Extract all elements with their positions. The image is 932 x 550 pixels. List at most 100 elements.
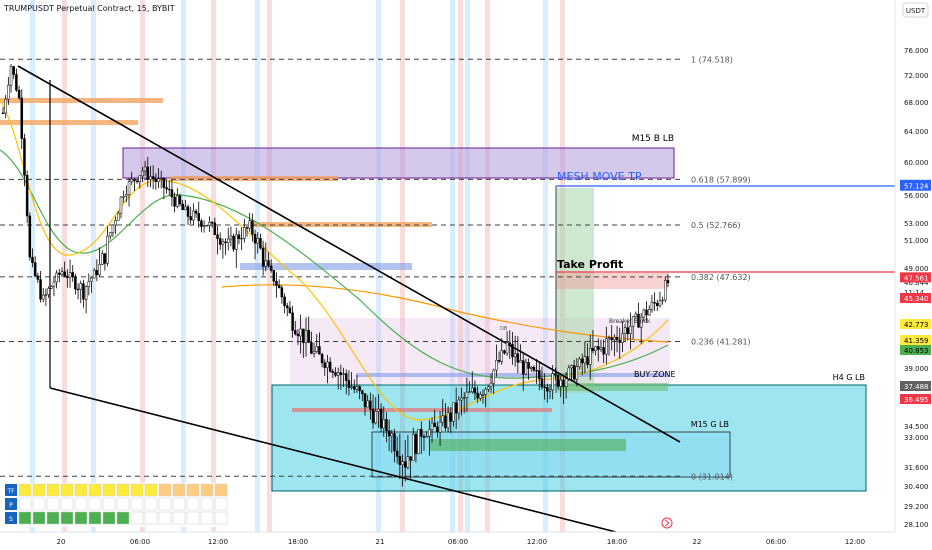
price-tag <box>900 345 931 355</box>
candle-body <box>186 206 190 217</box>
candle-body <box>176 195 179 207</box>
candle-body <box>7 84 10 100</box>
ema-fast-line <box>0 99 669 421</box>
panel-cell <box>200 497 214 511</box>
bullish-ob-zone <box>430 439 626 451</box>
candle-body <box>20 97 24 139</box>
candle-body <box>521 360 525 375</box>
descending-trendline-lower[interactable] <box>49 387 617 533</box>
panel-cell <box>60 483 74 497</box>
supply-line-3 <box>170 176 338 181</box>
candle-body <box>556 374 560 387</box>
panel-cell <box>130 483 144 497</box>
price-tick-label: 72.000 <box>904 72 929 80</box>
buy-zone-label: BUY ZONE <box>634 370 676 379</box>
fib-label: 0.236 (41.281) <box>691 338 751 347</box>
candle-body <box>240 238 243 240</box>
panel-cell <box>18 497 32 511</box>
candle-body <box>36 275 40 280</box>
take-profit-label: Take Profit <box>557 258 623 271</box>
candle-body <box>462 397 466 399</box>
price-tag <box>900 293 931 303</box>
candle-body <box>374 411 377 424</box>
panel-cell <box>158 511 172 525</box>
candle-body <box>235 234 238 250</box>
fib-label: 0.618 (57.899) <box>691 175 751 184</box>
descending-trendline-upper[interactable] <box>17 65 681 443</box>
candle-body <box>527 362 530 369</box>
candle-body <box>162 177 166 188</box>
candle-body <box>178 195 182 205</box>
time-axis[interactable] <box>0 532 895 550</box>
panel-cell <box>144 483 158 497</box>
price-tag-label: 41.359 <box>904 337 929 345</box>
panel-cell <box>158 497 172 511</box>
price-tick-label: 68.000 <box>904 99 929 107</box>
candle-body <box>495 360 498 371</box>
candle-body <box>468 391 471 393</box>
candle-body <box>224 241 227 244</box>
candle-body <box>288 307 292 314</box>
candle-body <box>605 338 608 355</box>
supply-line-2 <box>0 120 138 125</box>
panel-cell <box>200 511 214 525</box>
indicator-panel: TF PS <box>4 483 228 527</box>
ob-small-label: OB <box>500 326 508 332</box>
candle-body <box>331 371 335 373</box>
m15-g-lb-zone[interactable] <box>371 431 731 478</box>
candle-body <box>430 422 434 431</box>
time-tick-label: 12:00 <box>845 538 865 546</box>
candle-body <box>492 369 495 384</box>
m15-b-lb-zone[interactable] <box>122 147 675 179</box>
candle-body <box>425 436 428 438</box>
candle-body <box>599 347 603 350</box>
candle-body <box>428 429 431 437</box>
panel-row-label: S <box>9 516 13 523</box>
candle-body <box>353 386 356 390</box>
candle-body <box>312 351 316 354</box>
candle-body <box>133 178 136 182</box>
price-tag-label: 36.495 <box>904 396 929 404</box>
candle-body <box>320 353 324 364</box>
candle-body <box>639 316 643 328</box>
price-tick-label: 28.100 <box>904 521 929 529</box>
candle-body <box>484 388 487 395</box>
candle-body <box>109 232 112 237</box>
candle-body <box>516 353 520 363</box>
candle-body <box>39 279 42 300</box>
candle-body <box>92 270 96 279</box>
time-tick-label: 12:00 <box>208 538 228 546</box>
fvg-blue-2 <box>356 373 668 377</box>
currency-badge[interactable] <box>902 2 929 18</box>
candle-body <box>650 301 654 310</box>
candle-body <box>607 337 611 340</box>
candle-body <box>103 253 107 264</box>
h4-g-lb-label: H4 G LB <box>833 373 865 382</box>
candle-body <box>307 329 310 343</box>
panel-row-label: P <box>9 502 13 509</box>
price-tick-label: 60.000 <box>904 159 929 167</box>
candle-body <box>15 74 18 91</box>
candle-body <box>580 358 584 364</box>
candle-body <box>666 280 670 284</box>
price-tick-label: 46.844 <box>904 279 929 287</box>
panel-cell <box>116 497 130 511</box>
candle-body <box>642 309 646 318</box>
candle-body <box>473 387 477 394</box>
price-tag-label: 57.124 <box>904 183 929 191</box>
candle-body <box>216 234 219 239</box>
candle-body <box>315 346 318 352</box>
candle-body <box>637 313 640 328</box>
replay-icon[interactable] <box>661 517 673 529</box>
candle-body <box>618 339 621 343</box>
panel-cell <box>46 497 60 511</box>
candle-body <box>543 386 546 389</box>
candle-body <box>457 399 461 414</box>
candle-body <box>355 386 359 390</box>
price-tag-label: 45.340 <box>904 295 929 303</box>
candle-body <box>339 372 343 375</box>
symbol-title[interactable]: TRUMPUSDT Perpetual Contract, 15, BYBIT <box>3 4 175 13</box>
candle-body <box>95 270 99 276</box>
panel-cell <box>102 497 116 511</box>
